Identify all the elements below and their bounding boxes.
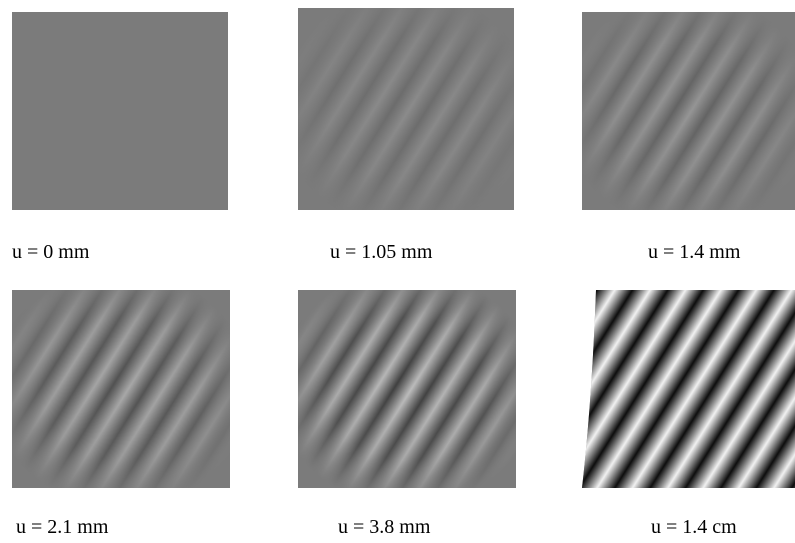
caption: u = 2.1 mm [16, 516, 108, 539]
panel-image [298, 290, 516, 488]
panel-image [12, 290, 230, 488]
caption: u = 0 mm [12, 241, 89, 264]
figure: u = 0 mm u = 1.05 mm u = 1.4 mm u = 2.1 … [0, 0, 795, 543]
panels [0, 0, 795, 543]
panel-image [582, 12, 795, 210]
caption: u = 1.4 cm [651, 516, 737, 539]
caption: u = 1.05 mm [330, 241, 432, 264]
caption: u = 3.8 mm [338, 516, 430, 539]
panel-image [582, 290, 795, 488]
caption: u = 1.4 mm [648, 241, 740, 264]
panel-image [298, 8, 514, 210]
panel-image [12, 12, 228, 210]
